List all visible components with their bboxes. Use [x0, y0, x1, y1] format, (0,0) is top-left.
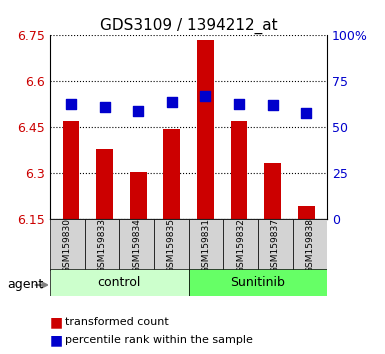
Point: [102, 104, 108, 110]
Point: [203, 93, 209, 99]
Bar: [231, 121, 248, 219]
Text: control: control: [98, 276, 141, 289]
Text: percentile rank within the sample: percentile rank within the sample: [65, 335, 253, 345]
FancyBboxPatch shape: [223, 219, 258, 271]
Bar: [298, 206, 315, 219]
Text: GSM159837: GSM159837: [271, 218, 280, 273]
FancyBboxPatch shape: [189, 269, 327, 296]
Bar: [264, 163, 281, 219]
FancyBboxPatch shape: [189, 219, 223, 271]
FancyBboxPatch shape: [50, 219, 85, 271]
Bar: [130, 172, 147, 219]
FancyBboxPatch shape: [154, 219, 189, 271]
Point: [169, 99, 175, 104]
Text: Sunitinib: Sunitinib: [231, 276, 285, 289]
Bar: [96, 149, 113, 219]
Point: [236, 101, 242, 106]
Bar: [164, 129, 180, 219]
Text: GSM159833: GSM159833: [97, 218, 107, 273]
Text: GSM159835: GSM159835: [167, 218, 176, 273]
FancyBboxPatch shape: [293, 219, 327, 271]
FancyBboxPatch shape: [50, 269, 189, 296]
Point: [270, 103, 276, 108]
Bar: [63, 121, 79, 219]
Bar: [197, 40, 214, 219]
Point: [135, 108, 141, 114]
Text: GSM159832: GSM159832: [236, 218, 245, 273]
FancyBboxPatch shape: [258, 219, 293, 271]
Text: agent: agent: [8, 279, 44, 291]
FancyBboxPatch shape: [85, 219, 119, 271]
Title: GDS3109 / 1394212_at: GDS3109 / 1394212_at: [100, 18, 278, 34]
Text: GSM159831: GSM159831: [201, 218, 211, 273]
Text: GSM159834: GSM159834: [132, 218, 141, 273]
Point: [303, 110, 309, 115]
Text: transformed count: transformed count: [65, 317, 169, 327]
Text: GSM159830: GSM159830: [63, 218, 72, 273]
FancyBboxPatch shape: [119, 219, 154, 271]
Text: GSM159838: GSM159838: [305, 218, 315, 273]
Text: ■: ■: [50, 333, 63, 347]
Point: [68, 101, 74, 106]
Text: ■: ■: [50, 315, 63, 329]
